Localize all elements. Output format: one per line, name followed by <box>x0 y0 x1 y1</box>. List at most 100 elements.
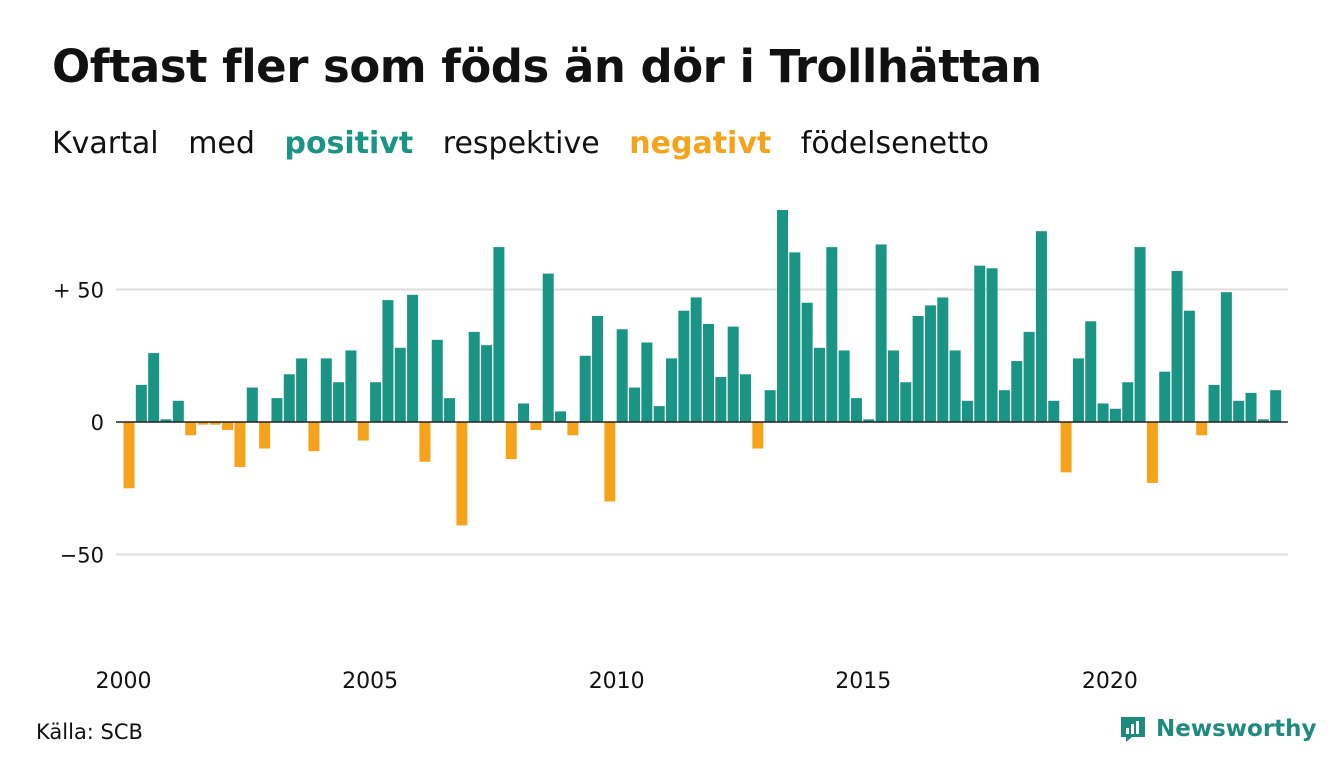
bar-positive <box>468 331 480 422</box>
x-tick-label: 2000 <box>96 669 152 694</box>
x-tick-label: 2015 <box>835 669 891 694</box>
bar-positive <box>1183 310 1195 422</box>
bar-positive <box>703 323 715 422</box>
bar-positive <box>579 355 591 422</box>
bar-negative <box>604 422 616 502</box>
chart-subtitle: Kvartal med positivt respektive negativt… <box>52 126 1009 161</box>
bar-positive <box>690 297 702 422</box>
bar-positive <box>333 382 345 422</box>
bar-positive <box>1122 382 1134 422</box>
bar-positive <box>296 358 308 422</box>
bar-negative <box>530 422 542 430</box>
bar-positive <box>1233 400 1245 422</box>
bar-negative <box>197 422 209 425</box>
bar-positive <box>850 398 862 422</box>
bar-negative <box>1196 422 1208 436</box>
bar-positive <box>1097 403 1109 422</box>
subtitle-word-med: med <box>188 126 255 161</box>
bar-positive <box>998 390 1010 422</box>
bar-positive <box>246 387 258 422</box>
bar-positive <box>148 353 160 422</box>
bar-positive <box>629 387 641 422</box>
bar-positive <box>727 326 739 422</box>
subtitle-word-kvartal: Kvartal <box>52 126 159 161</box>
bar-positive <box>444 398 456 422</box>
bar-negative <box>222 422 234 430</box>
bar-positive <box>863 419 875 422</box>
brand-logo: Newsworthy <box>1118 714 1317 744</box>
bar-negative <box>567 422 579 436</box>
bar-positive <box>542 273 554 422</box>
bar-positive <box>1023 331 1035 422</box>
bar-positive <box>1134 247 1146 422</box>
brand-name: Newsworthy <box>1156 716 1317 742</box>
bar-positive <box>1245 392 1257 422</box>
bar-positive <box>283 374 295 422</box>
bar-positive <box>1048 400 1060 422</box>
bar-positive <box>974 265 986 422</box>
subtitle-positive-label: positivt <box>284 126 414 161</box>
x-tick-label: 2020 <box>1082 669 1138 694</box>
bar-positive <box>320 358 332 422</box>
y-tick-label: −50 <box>60 544 104 568</box>
bar-positive <box>924 305 936 422</box>
subtitle-negative-label: negativt <box>629 126 772 161</box>
bar-positive <box>135 384 147 422</box>
bar-positive <box>912 316 924 422</box>
bar-positive <box>1011 361 1023 422</box>
bar-negative <box>752 422 764 449</box>
subtitle-word-respektive: respektive <box>442 126 600 161</box>
bar-positive <box>740 374 751 422</box>
bar-positive <box>801 302 813 422</box>
bar-positive <box>394 347 406 422</box>
bar-negative <box>357 422 369 441</box>
bar-negative <box>185 422 197 436</box>
bar-negative <box>209 422 221 425</box>
newsworthy-logo-icon <box>1121 717 1145 742</box>
bar-positive <box>1270 390 1282 422</box>
bar-positive <box>776 210 788 422</box>
bar-positive <box>764 390 776 422</box>
bar-positive <box>1208 384 1220 422</box>
source-note: Källa: SCB <box>36 720 143 744</box>
bar-positive <box>641 342 653 422</box>
bar-positive <box>160 419 172 422</box>
bar-positive <box>431 339 443 422</box>
bar-positive <box>653 406 665 422</box>
bar-positive <box>616 329 628 422</box>
bar-positive <box>1171 270 1183 422</box>
bar-positive <box>1220 292 1232 422</box>
bar-positive <box>715 376 727 422</box>
bar-positive <box>986 268 998 422</box>
bar-positive <box>1159 371 1171 422</box>
bar-positive <box>813 347 825 422</box>
bar-positive <box>789 252 801 422</box>
bar-positive <box>345 350 357 422</box>
bar-positive <box>937 297 949 422</box>
x-tick-label: 2005 <box>342 669 398 694</box>
bar-negative <box>1060 422 1072 473</box>
bar-positive <box>875 244 887 422</box>
bar-negative <box>234 422 246 468</box>
bar-positive <box>826 247 838 422</box>
bar-positive <box>838 350 850 422</box>
bar-positive <box>961 400 973 422</box>
bar-positive <box>1257 419 1269 422</box>
bar-positive <box>1072 358 1084 422</box>
bar-positive <box>678 310 690 422</box>
bar-positive <box>949 350 961 422</box>
bar-positive <box>887 350 899 422</box>
bar-positive <box>592 316 604 422</box>
bar-positive <box>481 345 493 422</box>
bar-positive <box>1085 321 1097 422</box>
bar-positive <box>172 400 184 422</box>
bar-positive <box>666 358 678 422</box>
bar-positive <box>518 403 530 422</box>
bar-positive <box>1035 231 1047 422</box>
bar-positive <box>370 382 382 422</box>
bar-negative <box>505 422 517 460</box>
subtitle-word-fodelsenetto: födelsenetto <box>800 126 989 161</box>
bar-positive <box>271 398 283 422</box>
bar-positive <box>1109 408 1121 422</box>
